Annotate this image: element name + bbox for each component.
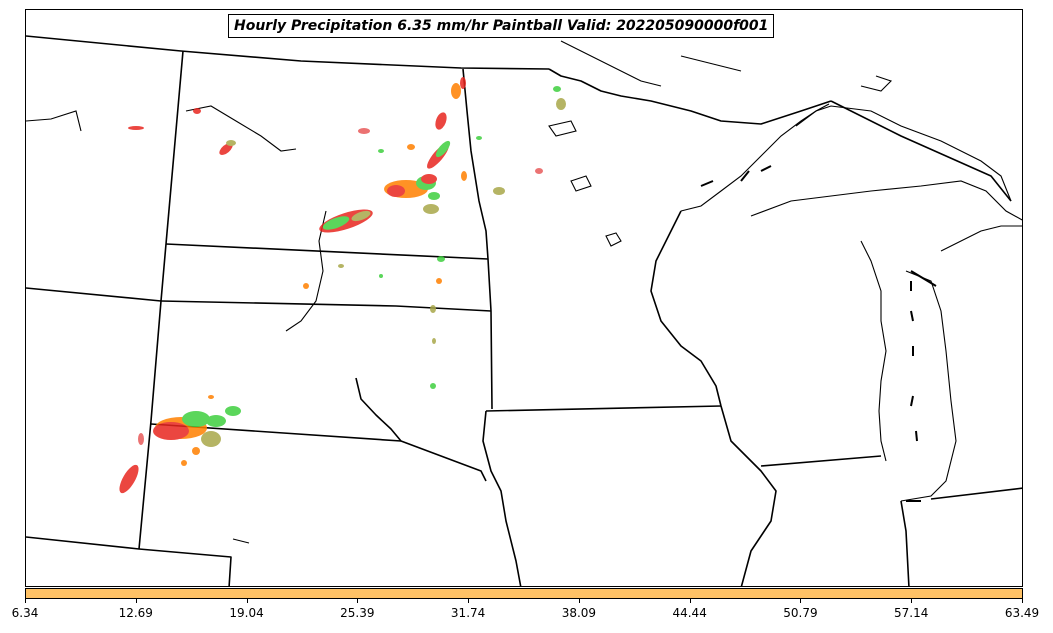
utah-border	[26, 536, 232, 586]
precipitation-paintball	[119, 77, 566, 494]
montana-west-border	[165, 50, 184, 245]
colorbar-tick-label: 12.69	[118, 606, 153, 620]
red-river	[462, 68, 493, 410]
minnesota-arrowhead	[548, 68, 832, 125]
montana-south-border	[165, 243, 489, 260]
michigan-lower-peninsula	[940, 225, 1022, 252]
map-panel	[25, 9, 1023, 587]
mi-border	[830, 100, 1012, 202]
colorbar-tick	[468, 599, 470, 603]
colorbar-tick-label: 25.39	[340, 606, 375, 620]
red-lake	[570, 175, 592, 192]
colorbar-tick	[800, 599, 802, 603]
illinois-east-border	[900, 500, 910, 586]
coastlines	[26, 40, 1022, 544]
colorbar-tick-label: 38.09	[561, 606, 597, 620]
missouri-river-mt	[26, 110, 82, 132]
colorbar-tick-label: 57.14	[894, 606, 929, 620]
colorbar-tick-label: 63.49	[1004, 606, 1040, 620]
map-title: Hourly Precipitation 6.35 mm/hr Paintbal…	[228, 14, 775, 38]
colorbar-tick-label: 31.74	[450, 606, 486, 620]
colorbar-tick	[357, 599, 359, 603]
upper-peninsula-south	[750, 180, 1022, 221]
colorbar-tick	[578, 599, 580, 603]
state-boundaries	[26, 35, 1022, 586]
mn-wi-border	[650, 210, 722, 407]
mississippi-river	[720, 405, 777, 586]
mille-lacs	[605, 232, 622, 247]
keweenaw-shore	[860, 75, 893, 92]
illinois-north-border	[760, 455, 882, 467]
iowa-north-border	[485, 405, 722, 412]
colorbar-tick-label: 50.79	[783, 606, 818, 620]
colorbar-tick	[1022, 599, 1023, 603]
sd-iowa-border	[355, 377, 487, 482]
yellowstone-lake	[185, 105, 297, 152]
idaho-wyoming-border	[26, 243, 167, 302]
wisconsin-lake-michigan-shore	[860, 240, 887, 462]
great-salt-lake	[232, 538, 250, 544]
map-canvas	[26, 35, 1022, 586]
colorbar-tick	[135, 599, 137, 603]
isle-royale	[795, 103, 830, 127]
iowa-west-border	[482, 410, 522, 586]
dakota-border	[160, 300, 492, 312]
colorbar-tick-label: 44.44	[672, 606, 707, 620]
lake-nipigon	[680, 55, 742, 72]
montana-north-border	[26, 35, 550, 70]
north-shore-islands	[560, 40, 662, 87]
colorbar-tick-label: 19.04	[229, 606, 264, 620]
indiana-border	[930, 487, 1022, 500]
missouri-river-dakotas	[285, 210, 327, 332]
wyoming-west-border	[138, 300, 162, 550]
colorbar-tick	[911, 599, 913, 603]
lake-michigan-dashes	[700, 165, 937, 502]
colorbar	[25, 588, 1023, 599]
colorbar-tick-label: 6.34	[11, 606, 39, 620]
colorbar-tick	[246, 599, 248, 603]
lake-michigan-east-shore	[900, 270, 957, 502]
lake-of-the-woods	[548, 120, 577, 137]
colorbar-tick	[689, 599, 691, 603]
colorbar-tick	[25, 599, 26, 603]
